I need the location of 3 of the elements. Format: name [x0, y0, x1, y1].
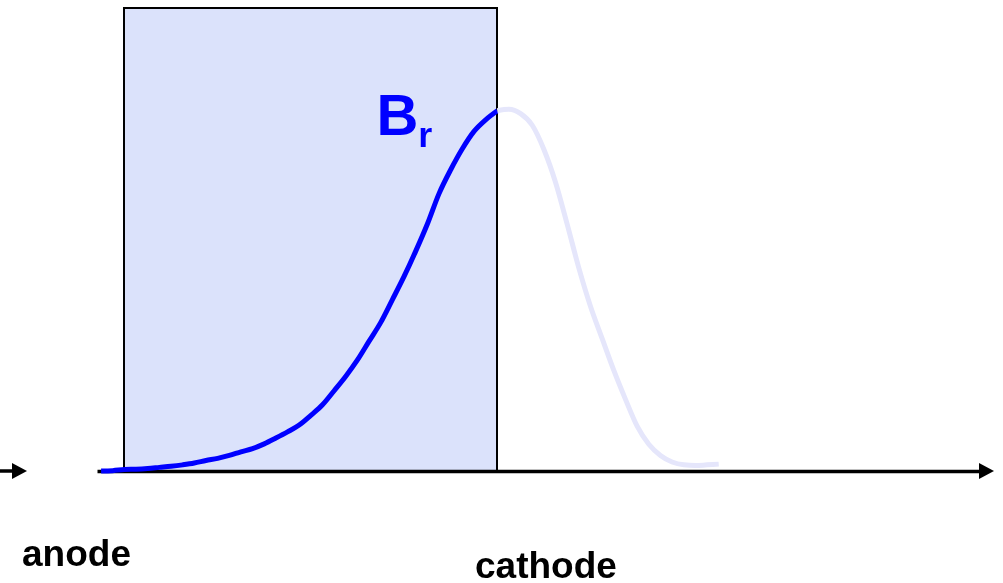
series-label: B$_{r}$ [376, 81, 433, 155]
text: cathode [475, 545, 617, 583]
text: anode [22, 533, 131, 574]
